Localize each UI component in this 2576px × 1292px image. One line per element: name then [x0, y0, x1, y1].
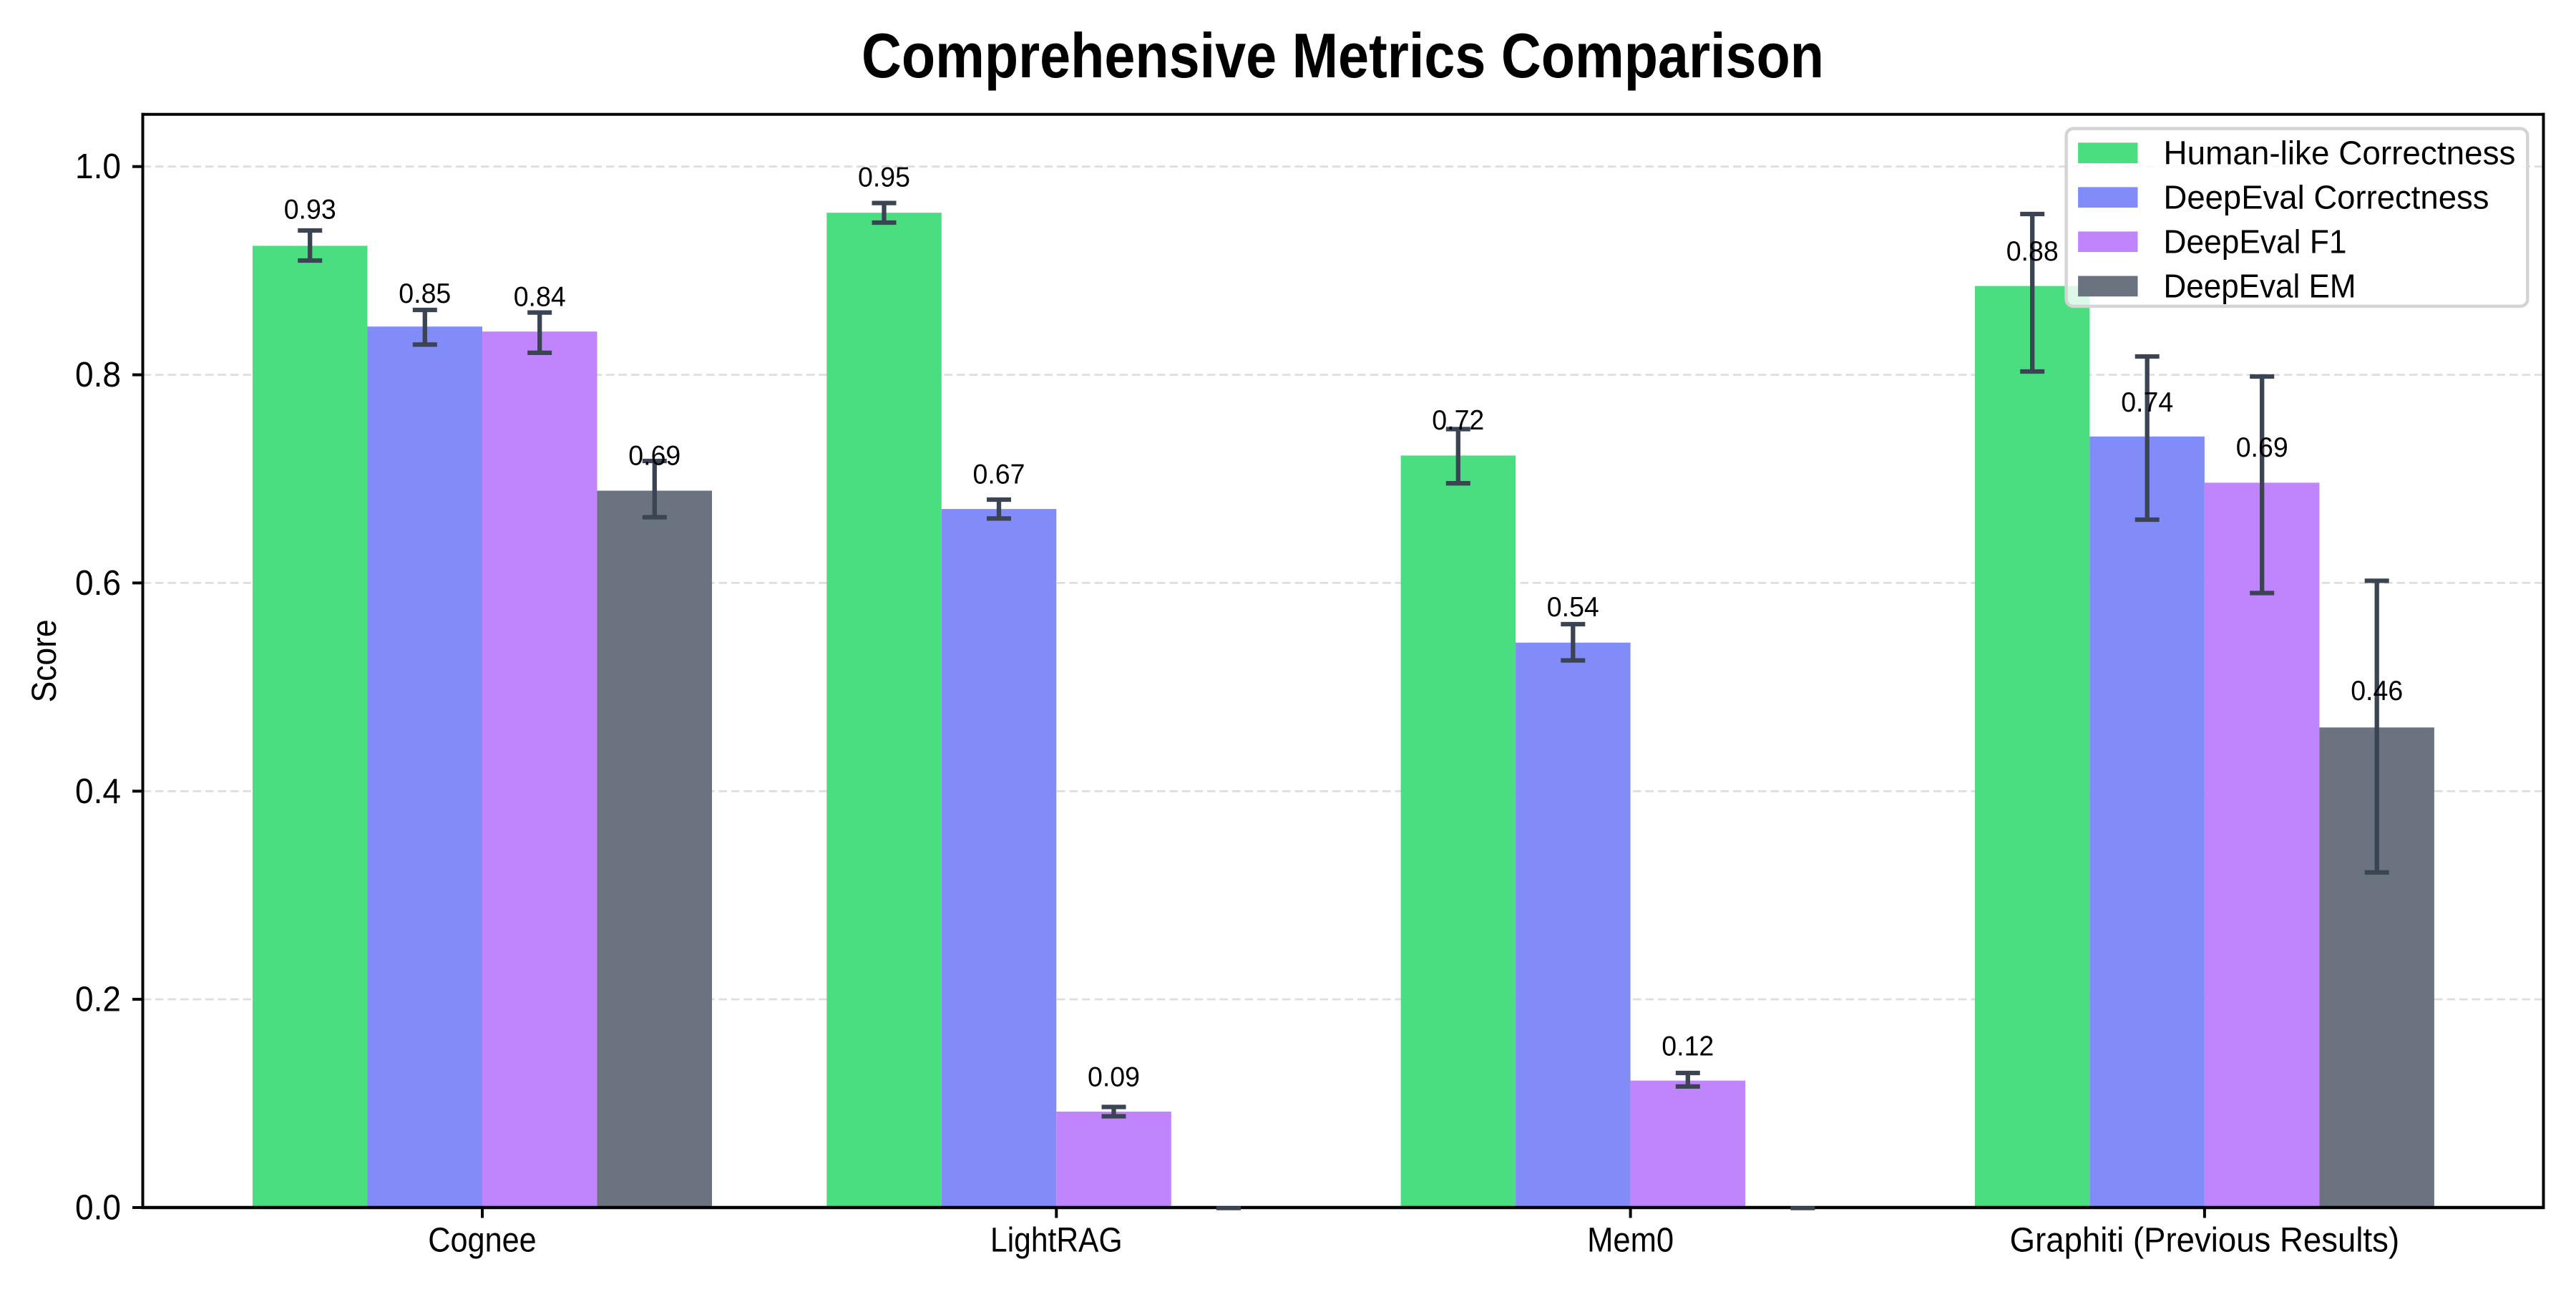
svg-text:Cognee: Cognee	[428, 1222, 536, 1260]
svg-text:DeepEval F1: DeepEval F1	[2164, 223, 2347, 261]
svg-text:LightRAG: LightRAG	[990, 1222, 1123, 1260]
svg-text:0.67: 0.67	[973, 460, 1025, 490]
svg-text:1.0: 1.0	[75, 147, 121, 186]
svg-text:Graphiti (Previous Results): Graphiti (Previous Results)	[2010, 1222, 2400, 1260]
svg-text:0.95: 0.95	[858, 162, 910, 193]
svg-text:0.4: 0.4	[75, 772, 121, 811]
svg-text:Score: Score	[26, 619, 64, 702]
svg-text:0.46: 0.46	[2351, 676, 2403, 706]
svg-text:0.84: 0.84	[514, 282, 566, 313]
svg-text:0.74: 0.74	[2121, 387, 2173, 418]
svg-text:0.85: 0.85	[399, 278, 451, 309]
svg-text:0.8: 0.8	[75, 356, 121, 394]
svg-text:0.72: 0.72	[1432, 405, 1484, 436]
svg-text:0.12: 0.12	[1662, 1031, 1714, 1062]
svg-text:0.0: 0.0	[75, 1189, 121, 1228]
svg-text:DeepEval EM: DeepEval EM	[2164, 268, 2356, 305]
svg-text:Mem0: Mem0	[1587, 1222, 1674, 1260]
svg-text:DeepEval Correctness: DeepEval Correctness	[2164, 179, 2489, 216]
svg-text:0.6: 0.6	[75, 564, 121, 603]
svg-text:0.93: 0.93	[284, 195, 336, 225]
svg-text:Comprehensive Metrics Comparis: Comprehensive Metrics Comparison	[862, 20, 1824, 91]
svg-text:0.69: 0.69	[628, 441, 680, 472]
svg-text:0.88: 0.88	[2006, 236, 2059, 267]
svg-text:0.09: 0.09	[1088, 1062, 1140, 1093]
svg-text:0.54: 0.54	[1547, 592, 1599, 623]
svg-text:Human-like Correctness: Human-like Correctness	[2164, 135, 2516, 172]
svg-text:0.69: 0.69	[2236, 432, 2288, 463]
svg-text:0.2: 0.2	[75, 981, 121, 1019]
